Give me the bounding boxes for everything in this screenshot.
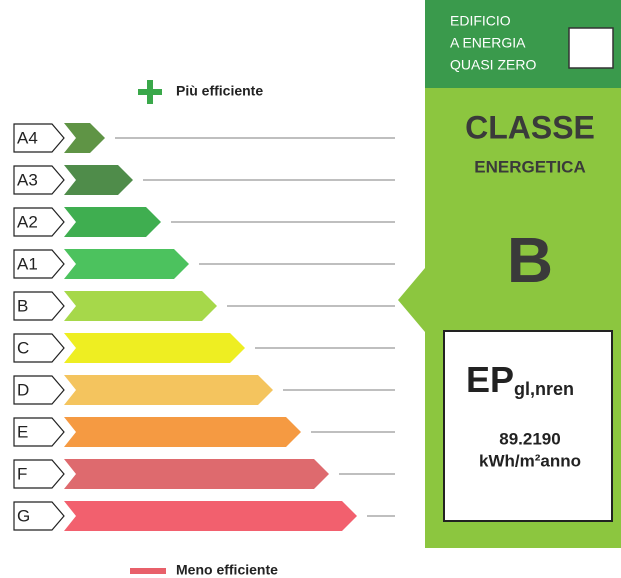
nzeb-text: QUASI ZERO: [450, 57, 536, 73]
class-arrow: [64, 207, 161, 237]
class-tag: [13, 165, 65, 195]
class-tag: [13, 417, 65, 447]
class-tag-label: A2: [17, 212, 38, 231]
class-arrow: [64, 375, 273, 405]
class-tag: [13, 291, 65, 321]
heading: CLASSE: [465, 109, 595, 145]
class-tag-label: A3: [17, 170, 38, 189]
class-tag: [13, 207, 65, 237]
class-tag-label: C: [17, 338, 29, 357]
class-arrow: [64, 501, 357, 531]
class-tag: [13, 123, 65, 153]
class-pointer: [398, 268, 425, 332]
class-letter: B: [507, 224, 553, 296]
class-arrow: [64, 459, 329, 489]
class-arrow: [64, 291, 217, 321]
class-tag-label: D: [17, 380, 29, 399]
ep-unit: kWh/m²anno: [479, 451, 581, 470]
class-arrow: [64, 123, 105, 153]
class-tag-label: A4: [17, 128, 38, 147]
class-arrow: [64, 165, 133, 195]
class-arrow: [64, 249, 189, 279]
class-tag: [13, 501, 65, 531]
legend-top: Più efficiente: [176, 83, 263, 99]
plus-icon: [138, 89, 162, 95]
class-tag: [13, 375, 65, 405]
class-tag: [13, 459, 65, 489]
class-tag-label: F: [17, 464, 27, 483]
class-tag-label: G: [17, 506, 30, 525]
heading: ENERGETICA: [474, 157, 585, 176]
class-tag-label: E: [17, 422, 28, 441]
class-tag: [13, 333, 65, 363]
minus-icon: [130, 568, 166, 574]
class-tag-label: B: [17, 296, 28, 315]
class-tag: [13, 249, 65, 279]
ep-value: 89.2190: [499, 429, 560, 448]
ep-main: EP: [466, 359, 514, 400]
ep-sub: gl,nren: [514, 379, 574, 399]
nzeb-text: A ENERGIA: [450, 35, 526, 51]
ep-label: EPgl,nren: [466, 359, 574, 400]
class-arrow: [64, 417, 301, 447]
legend-bottom: Meno efficiente: [176, 562, 278, 578]
class-arrow: [64, 333, 245, 363]
nzeb-text: EDIFICIO: [450, 13, 511, 29]
ep-box: [443, 330, 613, 522]
class-tag-label: A1: [17, 254, 38, 273]
nzeb-checkbox: [568, 27, 614, 69]
